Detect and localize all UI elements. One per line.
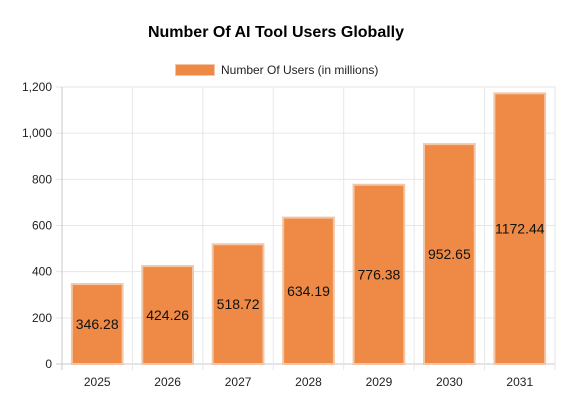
- bar-2025[interactable]: [70, 283, 124, 366]
- y-tick-label: 1,200: [22, 80, 52, 94]
- x-tick-label: 2026: [154, 375, 181, 389]
- data-label-2025: 346.28: [76, 316, 119, 332]
- y-tick-label: 200: [32, 311, 52, 325]
- bar-2030[interactable]: [423, 143, 476, 365]
- bar-2028[interactable]: [282, 216, 335, 365]
- data-label-2028: 634.19: [287, 283, 330, 299]
- bar-2027[interactable]: [211, 243, 265, 365]
- x-tick-label: 2025: [84, 375, 111, 389]
- y-tick-label: 1,000: [22, 126, 52, 140]
- x-tick-label: 2029: [366, 375, 393, 389]
- data-label-2026: 424.26: [146, 307, 189, 323]
- data-label-2031: 1172.44: [495, 221, 545, 237]
- data-label-2027: 518.72: [217, 296, 260, 312]
- data-labels: 346.28 424.26 518.72 634.19 776.38 952.65 1172…: [76, 221, 545, 332]
- legend-label: Number Of Users (in millions): [221, 63, 379, 77]
- legend[interactable]: Number Of Users (in millions): [175, 63, 378, 77]
- x-tick-label: 2031: [506, 375, 533, 389]
- y-tick-label: 800: [32, 172, 52, 186]
- legend-swatch: [175, 64, 215, 76]
- bar-2031[interactable]: [493, 92, 547, 366]
- bar-2026[interactable]: [141, 265, 194, 365]
- y-tick-label: 0: [45, 357, 52, 371]
- y-tick-label: 600: [32, 219, 52, 233]
- x-tick-label: 2027: [225, 375, 252, 389]
- x-tick-label: 2028: [295, 375, 322, 389]
- x-tick-label: 2030: [436, 375, 463, 389]
- chart-title: Number Of AI Tool Users Globally: [147, 24, 405, 41]
- axes: 0 200 400 600 800 1,000 1,200 2025 2026 2027 2028 2…: [22, 80, 533, 389]
- bar-2029[interactable]: [352, 183, 406, 365]
- data-label-2030: 952.65: [428, 246, 471, 262]
- y-tick-label: 400: [32, 265, 52, 279]
- bars: [70, 92, 547, 366]
- data-label-2029: 776.38: [358, 266, 401, 282]
